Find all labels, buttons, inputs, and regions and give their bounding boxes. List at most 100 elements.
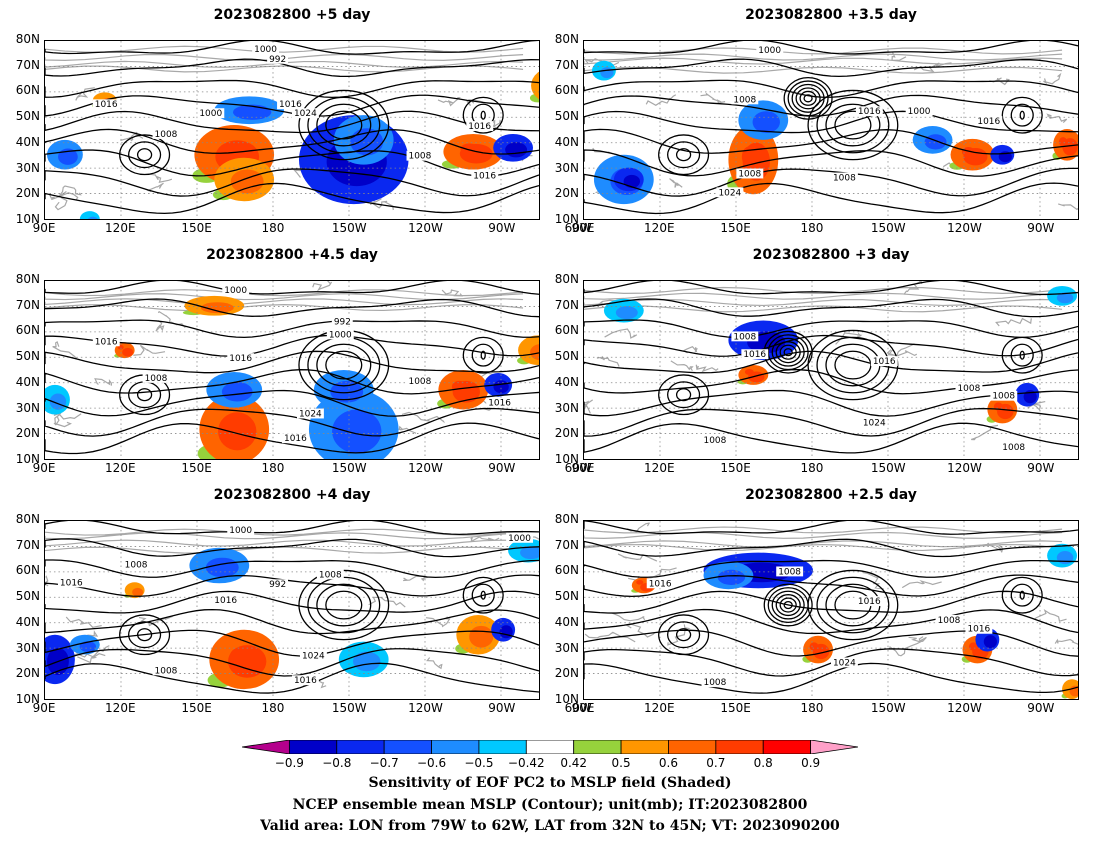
sensitivity-core xyxy=(615,306,638,320)
sensitivity-core xyxy=(636,579,644,585)
contour-label: 1016 xyxy=(229,354,252,364)
lat-tick-label: 60N xyxy=(554,323,579,338)
lat-tick-label: 40N xyxy=(554,374,579,389)
lon-tick-label: 90E xyxy=(32,701,56,715)
lon-tick-label: 90W xyxy=(488,221,516,235)
sensitivity-core xyxy=(924,134,947,150)
lon-tick-label: 150E xyxy=(181,461,212,475)
sensitivity-core xyxy=(230,169,264,194)
colorbar-tick-label: 0.6 xyxy=(658,756,678,770)
lat-tick-label: 40N xyxy=(15,134,40,149)
contour-label: 1016 xyxy=(468,122,491,132)
lon-tick-label: 150E xyxy=(720,461,751,475)
colorbar-tick-label: 0.8 xyxy=(753,756,773,770)
contour-label: 1016 xyxy=(858,597,881,607)
contour-labels: 1000 992 1016 1000 1016 1008 1008 1024 1016 1016 xyxy=(92,284,514,444)
contour-label: 1008 xyxy=(733,95,756,105)
map-canvas: 1008 1016 1016 1008 1008 1024 1008 1008 xyxy=(584,281,1078,459)
contour-label: 1008 xyxy=(704,678,727,688)
lat-tick-label: 50N xyxy=(15,349,40,364)
sensitivity-core xyxy=(530,344,539,361)
contour-label: 1024 xyxy=(294,109,317,119)
caption-line2: NCEP ensemble mean MSLP (Contour); unit(… xyxy=(292,797,808,813)
lon-tick-label: 120E xyxy=(644,221,675,235)
sensitivity-core xyxy=(493,380,509,394)
panel-title: 2023082800 +5 day xyxy=(213,7,371,23)
lon-tick-label: 90E xyxy=(32,221,56,235)
lon-tick-label: 120E xyxy=(644,461,675,475)
sensitivity-shading xyxy=(45,538,539,690)
colorbar-low-end xyxy=(242,740,290,754)
colorbar-swatch xyxy=(715,740,764,754)
sensitivity-core xyxy=(752,111,780,133)
lat-tick-label: 10N xyxy=(554,452,579,466)
lon-tick-label: 120E xyxy=(105,221,136,235)
sensitivity-core xyxy=(332,409,382,454)
lat-tick-label: 60N xyxy=(15,563,40,578)
panel-title: 2023082800 +3 day xyxy=(752,247,910,263)
caption-line1: Sensitivity of EOF PC2 to MSLP field (Sh… xyxy=(368,775,732,791)
mslp-contours xyxy=(45,521,539,694)
lon-tick-label: 120W xyxy=(408,221,443,235)
lat-tick-label: 20N xyxy=(15,426,40,441)
lon-tick-label: 180 xyxy=(261,461,285,475)
sensitivity-core xyxy=(809,642,819,651)
lon-tick-label: 90W xyxy=(1027,461,1055,475)
contour-label: 1008 xyxy=(155,666,178,676)
colorbar xyxy=(242,740,858,754)
mslp-contours xyxy=(584,521,1078,694)
contour-label: 1008 xyxy=(704,436,727,446)
lat-tick-label: 70N xyxy=(554,57,579,72)
colorbar-swatch xyxy=(620,740,669,754)
colorbar-high-end xyxy=(810,740,858,754)
map-panel: 1000 992 1016 1000 1016 1024 1008 1016 1008 1016 xyxy=(44,40,540,220)
lon-tick-label: 90W xyxy=(488,461,516,475)
contour-label: 1008 xyxy=(145,374,168,384)
map-panel: 1000 1008 1016 1000 1016 1008 1024 1008 xyxy=(583,40,1079,220)
lon-tick-label: 150E xyxy=(181,221,212,235)
contour-label: 1008 xyxy=(409,152,432,162)
sensitivity-core xyxy=(232,104,272,120)
colorbar-tick-label: −0.6 xyxy=(416,756,447,770)
contour-label: 1000 xyxy=(224,286,247,296)
lon-tick-label: 150E xyxy=(720,701,751,715)
contour-label: 992 xyxy=(334,318,351,328)
lon-tick-label: 90E xyxy=(32,461,56,475)
lon-tick-label: 150E xyxy=(720,221,751,235)
colorbar-swatch xyxy=(336,740,385,754)
contour-label: 1008 xyxy=(992,392,1015,402)
lon-tick-label: 150W xyxy=(870,461,906,475)
contour-labels: 1000 1008 1016 1000 1016 1008 1024 1008 xyxy=(716,44,1003,198)
lon-tick-label: 90E xyxy=(571,221,595,235)
contour-label: 1008 xyxy=(738,170,761,180)
lon-tick-label: 150W xyxy=(870,221,906,235)
lon-tick-label: 180 xyxy=(800,701,824,715)
lat-tick-label: 10N xyxy=(554,212,579,226)
contour-label: 1024 xyxy=(299,410,322,420)
lon-tick-label: 180 xyxy=(800,461,824,475)
sensitivity-core xyxy=(744,369,754,375)
panel-title: 2023082800 +4.5 day xyxy=(206,247,378,263)
lat-tick-label: 60N xyxy=(554,563,579,578)
coastline-lines xyxy=(584,522,1078,657)
colorbar-tick-label: −0.9 xyxy=(274,756,304,770)
lon-tick-label: 180 xyxy=(261,221,285,235)
lat-tick-label: 70N xyxy=(554,537,579,552)
lat-tick-label: 20N xyxy=(554,186,579,201)
lat-tick-label: 60N xyxy=(554,83,579,98)
lat-tick-label: 80N xyxy=(554,272,579,286)
sensitivity-core xyxy=(218,142,243,161)
sensitivity-core xyxy=(122,347,134,357)
contour-label: 1024 xyxy=(833,658,856,668)
contour-label: 1000 xyxy=(254,45,277,55)
contour-label: 1016 xyxy=(488,399,511,409)
panel-title: 2023082800 +4 day xyxy=(213,487,371,503)
lat-tick-label: 60N xyxy=(15,323,40,338)
contour-label: 1024 xyxy=(718,188,741,198)
lat-tick-label: 30N xyxy=(15,400,40,415)
contour-label: 1016 xyxy=(95,100,118,110)
map-panel: 1000 992 1016 1000 1016 1008 1008 1024 1016 1016 xyxy=(44,280,540,460)
sensitivity-core xyxy=(983,635,997,649)
